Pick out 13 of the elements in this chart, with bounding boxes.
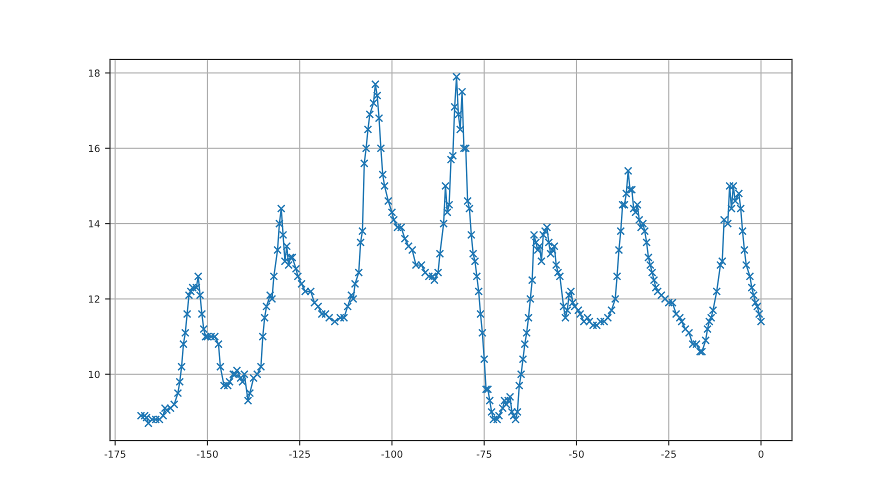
y-tick-label: 16 bbox=[88, 144, 100, 152]
y-tick-label: 14 bbox=[88, 220, 100, 228]
x-tick-label: 0 bbox=[758, 450, 764, 458]
y-tick-label: 10 bbox=[88, 370, 100, 378]
x-tick-label: -50 bbox=[569, 450, 584, 458]
x-tick-label: -125 bbox=[289, 450, 310, 458]
x-tick-label: -75 bbox=[476, 450, 492, 458]
y-tick-label: 12 bbox=[88, 295, 100, 303]
x-tick-label: -100 bbox=[381, 450, 402, 458]
x-tick-label: -25 bbox=[661, 450, 676, 458]
y-tick-label: 18 bbox=[88, 69, 100, 77]
x-tick-label: -150 bbox=[196, 450, 218, 458]
x-tick-label: -175 bbox=[104, 450, 126, 458]
